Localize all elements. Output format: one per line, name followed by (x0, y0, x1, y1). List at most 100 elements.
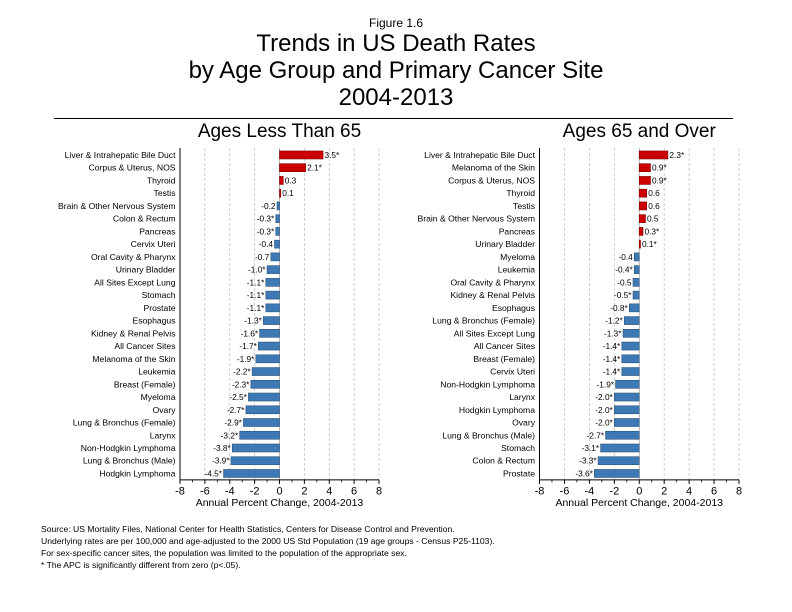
svg-text:0.9*: 0.9* (652, 175, 668, 185)
svg-text:-2.2*: -2.2* (233, 367, 251, 377)
svg-text:Oral Cavity & Pharynx: Oral Cavity & Pharynx (91, 252, 176, 262)
svg-text:Ovary: Ovary (512, 418, 536, 428)
svg-text:Melanoma of the Skin: Melanoma of the Skin (92, 354, 175, 364)
svg-text:-3.2*: -3.2* (221, 430, 239, 440)
svg-text:-1.3*: -1.3* (604, 328, 622, 338)
svg-text:Esophagus: Esophagus (132, 316, 175, 326)
svg-text:0.1: 0.1 (282, 188, 294, 198)
svg-text:-0.4*: -0.4* (615, 265, 633, 275)
svg-text:-0.4: -0.4 (259, 239, 274, 249)
svg-text:Brain & Other Nervous System: Brain & Other Nervous System (418, 214, 536, 224)
svg-text:-1.7*: -1.7* (239, 341, 257, 351)
svg-text:Cervix Uteri: Cervix Uteri (490, 367, 535, 377)
svg-text:Testis: Testis (154, 188, 176, 198)
svg-text:Urinary Bladder: Urinary Bladder (475, 239, 535, 249)
svg-text:0.3: 0.3 (285, 175, 297, 185)
svg-text:-8: -8 (175, 485, 185, 497)
svg-text:-0.3*: -0.3* (257, 226, 275, 236)
svg-text:Prostate: Prostate (143, 303, 175, 313)
svg-text:0.9*: 0.9* (652, 163, 668, 173)
svg-text:-2.5*: -2.5* (229, 392, 247, 402)
svg-text:All Sites Except Lung: All Sites Except Lung (454, 328, 535, 338)
svg-text:-1.3*: -1.3* (244, 316, 262, 326)
svg-text:Kidney & Renal Pelvis: Kidney & Renal Pelvis (450, 290, 535, 300)
svg-text:Corpus & Uterus, NOS: Corpus & Uterus, NOS (448, 175, 535, 185)
svg-text:2: 2 (301, 485, 307, 497)
svg-text:Myeloma: Myeloma (141, 392, 176, 402)
svg-text:Non-Hodgkin Lymphoma: Non-Hodgkin Lymphoma (440, 379, 535, 389)
svg-text:-0.7: -0.7 (255, 252, 270, 262)
svg-text:Leukemia: Leukemia (498, 265, 535, 275)
svg-text:Breast (Female): Breast (Female) (473, 354, 535, 364)
svg-text:Hodgkin Lymphoma: Hodgkin Lymphoma (99, 468, 175, 478)
svg-text:0.6: 0.6 (648, 201, 660, 211)
svg-text:8: 8 (376, 485, 382, 497)
svg-text:Corpus & Uterus, NOS: Corpus & Uterus, NOS (89, 163, 176, 173)
svg-text:0: 0 (636, 485, 642, 497)
svg-text:2.1*: 2.1* (307, 163, 323, 173)
svg-text:-2: -2 (250, 485, 260, 497)
svg-text:Esophagus: Esophagus (492, 303, 535, 313)
svg-text:-8: -8 (535, 485, 545, 497)
svg-text:-1.2*: -1.2* (605, 316, 623, 326)
svg-text:-4: -4 (225, 485, 235, 497)
svg-text:-2: -2 (609, 485, 619, 497)
svg-text:-2.0*: -2.0* (595, 418, 613, 428)
svg-text:-2.9*: -2.9* (224, 418, 242, 428)
svg-text:-1.4*: -1.4* (603, 341, 621, 351)
svg-text:Lung & Bronchus (Female): Lung & Bronchus (Female) (432, 316, 535, 326)
svg-text:Breast (Female): Breast (Female) (114, 379, 176, 389)
svg-text:Brain & Other Nervous System: Brain & Other Nervous System (58, 201, 176, 211)
svg-text:-3.9*: -3.9* (212, 456, 230, 466)
svg-text:-1.1*: -1.1* (247, 303, 265, 313)
svg-text:-4: -4 (584, 485, 594, 497)
svg-text:4: 4 (326, 485, 332, 497)
svg-text:-1.0*: -1.0* (248, 265, 266, 275)
svg-text:Lung & Bronchus (Female): Lung & Bronchus (Female) (73, 418, 176, 428)
svg-text:6: 6 (711, 485, 717, 497)
svg-text:8: 8 (736, 485, 742, 497)
svg-text:-0.4: -0.4 (618, 252, 633, 262)
svg-text:-3.3*: -3.3* (579, 456, 597, 466)
svg-text:2: 2 (661, 485, 667, 497)
svg-text:0.5: 0.5 (647, 214, 659, 224)
svg-text:Lung & Bronchus (Male): Lung & Bronchus (Male) (442, 430, 535, 440)
svg-text:-0.8*: -0.8* (610, 303, 628, 313)
svg-text:Myeloma: Myeloma (500, 252, 535, 262)
svg-text:0.6: 0.6 (648, 188, 660, 198)
svg-text:Larynx: Larynx (150, 430, 176, 440)
svg-text:-1.4*: -1.4* (603, 367, 621, 377)
svg-text:4: 4 (686, 485, 692, 497)
svg-text:Colon & Rectum: Colon & Rectum (472, 456, 535, 466)
svg-text:6: 6 (351, 485, 357, 497)
svg-text:Urinary Bladder: Urinary Bladder (116, 265, 176, 275)
svg-text:-0.2: -0.2 (261, 201, 276, 211)
svg-text:All Cancer Sites: All Cancer Sites (474, 341, 535, 351)
svg-text:-1.4*: -1.4* (603, 354, 621, 364)
svg-text:All Cancer Sites: All Cancer Sites (114, 341, 175, 351)
svg-text:3.5*: 3.5* (325, 150, 341, 160)
svg-text:-6: -6 (560, 485, 570, 497)
svg-text:Stomach: Stomach (142, 290, 176, 300)
svg-text:Prostate: Prostate (503, 468, 535, 478)
svg-text:-2.0*: -2.0* (595, 392, 613, 402)
svg-text:Annual Percent Change, 2004-20: Annual Percent Change, 2004-2013 (196, 497, 364, 509)
svg-text:Leukemia: Leukemia (138, 367, 175, 377)
svg-text:-1.9*: -1.9* (597, 379, 615, 389)
svg-text:Cervix Uteri: Cervix Uteri (131, 239, 176, 249)
svg-text:-4.5*: -4.5* (204, 468, 222, 478)
svg-text:-1.6*: -1.6* (241, 328, 259, 338)
svg-text:Lung & Bronchus (Male): Lung & Bronchus (Male) (83, 456, 176, 466)
svg-text:-2.7*: -2.7* (227, 405, 245, 415)
svg-text:Ovary: Ovary (153, 405, 177, 415)
svg-text:-1.1*: -1.1* (247, 290, 265, 300)
svg-text:Liver & Intrahepatic Bile Duct: Liver & Intrahepatic Bile Duct (65, 150, 176, 160)
svg-text:-2.0*: -2.0* (595, 405, 613, 415)
svg-text:-3.1*: -3.1* (582, 443, 600, 453)
svg-text:Thyroid: Thyroid (506, 188, 535, 198)
svg-text:-6: -6 (200, 485, 210, 497)
svg-text:-1.1*: -1.1* (247, 277, 265, 287)
svg-text:All Sites Except Lung: All Sites Except Lung (94, 277, 175, 287)
svg-text:Liver & Intrahepatic Bile Duct: Liver & Intrahepatic Bile Duct (424, 150, 535, 160)
svg-text:-2.3*: -2.3* (232, 379, 250, 389)
